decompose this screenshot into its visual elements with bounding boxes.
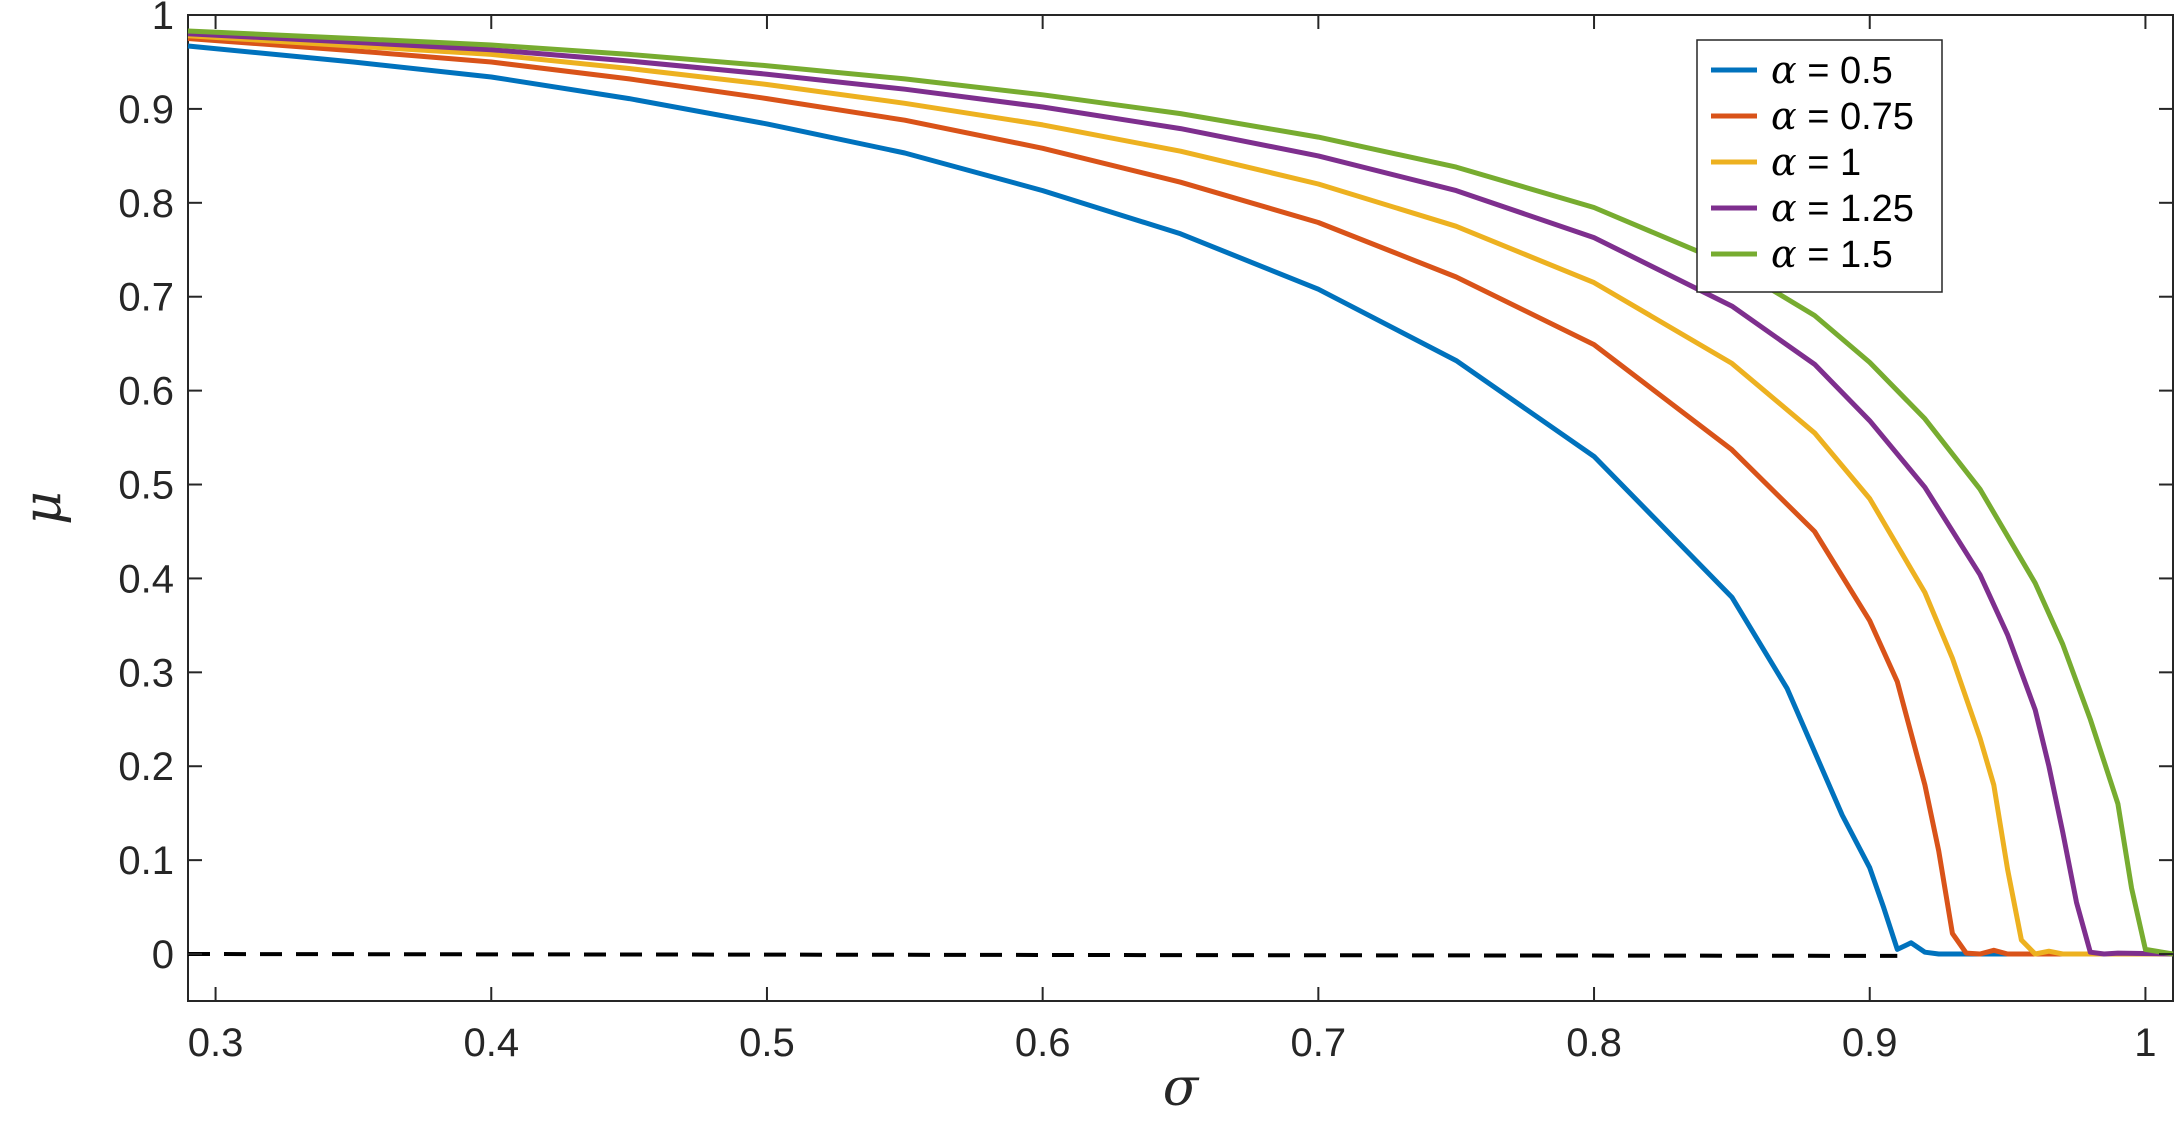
y-tick-label: 0.9 [118, 88, 174, 132]
legend-entry: α = 1.5 [1771, 232, 1893, 276]
y-tick-label: 0.8 [118, 182, 174, 226]
x-tick-label: 0.8 [1566, 1021, 1622, 1065]
legend-entry: α = 1.25 [1771, 186, 1914, 230]
x-axis-label: σ [1163, 1058, 1200, 1118]
y-axis-label: μ [13, 491, 73, 525]
legend-value: = 0.5 [1797, 50, 1893, 92]
x-tick-label: 1 [2134, 1021, 2156, 1065]
legend-alpha-symbol: α [1771, 232, 1797, 276]
axes-box [187, 14, 2174, 1002]
y-tick-label: 0 [152, 933, 174, 977]
plot-area [187, 14, 2174, 1002]
x-tick-label: 0.6 [1015, 1021, 1071, 1065]
legend: α = 0.5α = 0.75α = 1α = 1.25α = 1.5 [1696, 39, 1943, 293]
x-tick-label: 0.5 [739, 1021, 795, 1065]
legend-box [1696, 39, 1943, 293]
series-line-0 [187, 43, 2173, 957]
y-tick-label: 0.4 [118, 557, 174, 601]
x-tick-label: 0.9 [1842, 1021, 1898, 1065]
y-tick-label: 0.5 [118, 464, 174, 508]
x-axis: 0.3 0.4 0.5 0.6 0.7 0.8 0.9 1 [188, 15, 2157, 1065]
legend-entry: α = 0.5 [1771, 48, 1893, 92]
legend-value: = 1.25 [1797, 188, 1914, 230]
legend-alpha-symbol: α [1771, 140, 1797, 184]
y-axis: 0 0.1 0.2 0.3 0.4 0.5 0.6 0.7 0.8 0.9 1 [118, 0, 2173, 977]
legend-value: = 1 [1797, 142, 1861, 184]
series-layer [187, 28, 2174, 958]
y-tick-label: 0.1 [118, 839, 174, 883]
legend-alpha-symbol: α [1771, 48, 1797, 92]
legend-entry: α = 1 [1771, 140, 1861, 184]
legend-value: = 1.5 [1797, 234, 1893, 276]
legend-value: = 0.75 [1797, 96, 1914, 138]
x-tick-label: 0.7 [1291, 1021, 1347, 1065]
baseline-dashed-line [187, 952, 1898, 958]
legend-alpha-symbol: α [1771, 186, 1797, 230]
series-line-3 [187, 31, 2174, 957]
x-tick-label: 0.4 [463, 1021, 519, 1065]
x-tick-label: 0.3 [188, 1021, 244, 1065]
series-line-1 [187, 36, 2173, 957]
y-tick-label: 1 [152, 0, 174, 38]
y-tick-label: 0.3 [118, 651, 174, 695]
y-tick-label: 0.2 [118, 745, 174, 789]
legend-entry: α = 0.75 [1771, 94, 1914, 138]
series-line-2 [187, 33, 2173, 957]
y-tick-label: 0.7 [118, 276, 174, 320]
legend-alpha-symbol: α [1771, 94, 1797, 138]
y-tick-label: 0.6 [118, 370, 174, 414]
